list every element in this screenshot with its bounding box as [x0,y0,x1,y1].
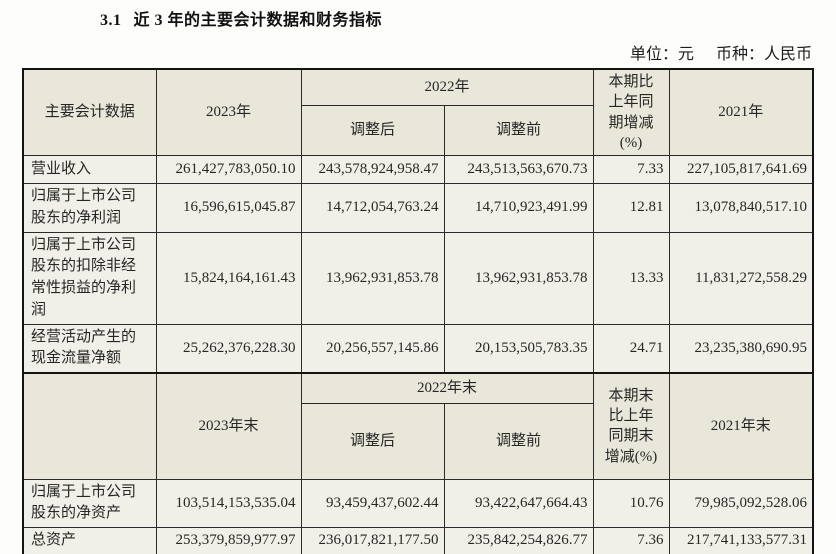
table-row-net-assets: 归属于上市公司股东的净资产 103,514,153,535.04 93,459,… [22,478,814,528]
cell-2021: 11,831,272,558.29 [668,231,814,325]
table-row-revenue: 营业收入 261,427,783,050.10 243,578,924,958.… [22,155,814,184]
cell-2022-before: 13,962,931,853.78 [443,231,594,325]
header-main-data: 主要会计数据 [22,68,157,156]
row-label: 经营活动产生的现金流量净额 [22,323,157,374]
currency-label: 币种：人民币 [715,46,812,63]
table-row-operating-cash-flow: 经营活动产生的现金流量净额 25,262,376,228.30 20,256,5… [22,323,814,374]
header-adjusted-after-eop: 调整后 [300,402,445,480]
cell-2021: 227,105,817,641.69 [668,155,814,184]
header-2021: 2021年 [668,68,814,156]
header-adjusted-before-eop: 调整前 [443,402,594,480]
cell-change: 7.36 [592,526,670,554]
section-title: 3.1 近 3 年的主要会计数据和财务指标 [100,10,836,32]
cell-2023: 261,427,783,050.10 [155,155,302,184]
row-label: 归属于上市公司股东的净资产 [22,478,157,528]
cell-2022-before: 235,842,254,826.77 [443,526,594,554]
cell-change: 7.33 [592,155,670,184]
table-row-net-profit-excl-nonrecurring: 归属于上市公司股东的扣除非经常性损益的净利润 15,824,164,161.43… [22,231,814,325]
cell-2022-after: 93,459,437,602.44 [300,478,445,528]
unit-label: 单位：元 [629,46,694,63]
cell-2023: 16,596,615,045.87 [155,183,302,233]
cell-2023: 25,262,376,228.30 [155,323,302,374]
cell-change: 24.71 [592,323,670,374]
cell-2022-before: 243,513,563,670.73 [443,155,594,184]
cell-2022-before: 93,422,647,664.43 [443,478,594,528]
cell-2021: 217,741,133,577.31 [668,526,814,554]
row-label: 归属于上市公司股东的扣除非经常性损益的净利润 [22,231,157,325]
cell-2023: 15,824,164,161.43 [155,231,302,325]
row-label: 总资产 [22,526,157,554]
cell-2021: 23,235,380,690.95 [668,323,814,374]
header-2022-eop: 2022年末 [300,372,594,404]
financial-indicators-table: 主要会计数据 2023年 2022年 本期比上年同期增减(%) 2021年 调整… [22,68,815,554]
header-change-eop: 本期末比上年同期末增减(%) [592,372,670,480]
table-row-total-assets: 总资产 253,379,859,977.97 236,017,821,177.5… [22,526,814,554]
cell-2022-after: 14,712,054,763.24 [300,183,445,233]
cell-2021: 79,985,092,528.06 [668,478,814,528]
section-number: 3.1 [100,12,122,29]
header-2023: 2023年 [155,68,302,156]
unit-note: 单位：元 币种：人民币 [0,45,812,65]
cell-change: 10.76 [592,478,670,528]
cell-2022-after: 20,256,557,145.86 [300,323,445,374]
cell-2021: 13,078,840,517.10 [668,183,814,233]
eop-header-row-1: 2023年末 2022年末 本期末比上年同期末增减(%) 2021年末 [22,372,814,480]
cell-2023: 253,379,859,977.97 [155,526,302,554]
period-header-row-1: 主要会计数据 2023年 2022年 本期比上年同期增减(%) 2021年 [22,68,814,156]
header-blank [22,372,157,480]
header-change-pct: 本期比上年同期增减(%) [592,68,670,156]
header-2023-eop: 2023年末 [155,372,302,480]
section-title-text: 近 3 年的主要会计数据和财务指标 [133,12,383,29]
table-row-net-profit: 归属于上市公司股东的净利润 16,596,615,045.87 14,712,0… [22,183,814,233]
cell-change: 13.33 [592,231,670,325]
header-adjusted-after: 调整后 [300,104,445,157]
header-2021-eop: 2021年末 [668,372,814,480]
header-2022: 2022年 [300,68,594,106]
cell-2022-after: 13,962,931,853.78 [300,231,445,325]
cell-2022-before: 14,710,923,491.99 [443,183,594,233]
header-adjusted-before: 调整前 [443,104,594,157]
cell-2022-after: 236,017,821,177.50 [300,526,445,554]
cell-2023: 103,514,153,535.04 [155,478,302,528]
eop-header-row-2: 调整后 调整前 [23,402,813,480]
cell-change: 12.81 [592,183,670,233]
row-label: 营业收入 [22,155,157,184]
cell-2022-after: 243,578,924,958.47 [300,155,445,184]
period-header-row-2: 调整后 调整前 [23,104,813,157]
row-label: 归属于上市公司股东的净利润 [22,183,157,233]
cell-2022-before: 20,153,505,783.35 [443,323,594,374]
